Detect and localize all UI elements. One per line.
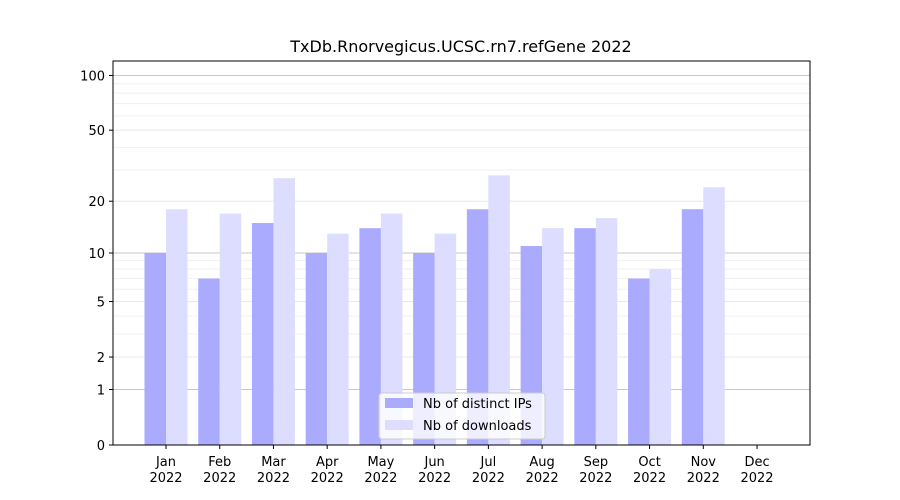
bar-downloads (327, 233, 349, 445)
bar-downloads (488, 175, 510, 445)
x-tick-label-month: Jun (423, 455, 444, 470)
y-tick-label: 2 (97, 351, 105, 366)
y-axis: 0 1 2 5 10 20 50 100 (80, 69, 113, 454)
y-tick-label: 5 (97, 296, 105, 311)
bar-distinct-ips (198, 278, 220, 445)
x-tick-label-year: 2022 (257, 471, 290, 486)
y-tick-label: 50 (88, 124, 105, 139)
x-axis: Jan2022Feb2022Mar2022Apr2022May2022Jun20… (149, 445, 774, 486)
bar-distinct-ips (466, 209, 489, 445)
bar-distinct-ips (574, 228, 596, 445)
bar-downloads (434, 233, 457, 445)
bar-downloads (542, 228, 564, 445)
bar-distinct-ips (628, 278, 650, 445)
x-tick-label-year: 2022 (472, 471, 505, 486)
y-tick-label: 100 (80, 69, 105, 84)
legend-box (378, 392, 546, 440)
x-tick-label-month: Jan (155, 455, 176, 470)
chart-title: TxDb.Rnorvegicus.UCSC.rn7.refGene 2022 (289, 37, 631, 56)
x-tick-label-month: Oct (638, 455, 660, 470)
bar-downloads (703, 187, 725, 445)
bar-distinct-ips (681, 209, 704, 445)
x-tick-label-year: 2022 (149, 471, 182, 486)
legend-swatch-ips (385, 398, 413, 408)
x-tick-label-month: Jul (480, 455, 497, 470)
x-tick-label-year: 2022 (740, 471, 773, 486)
x-tick-label-month: Mar (261, 455, 286, 470)
bar-distinct-ips (251, 222, 274, 445)
bars (144, 175, 725, 446)
bar-downloads (380, 213, 403, 445)
bar-downloads (166, 209, 188, 445)
x-tick-label-year: 2022 (633, 471, 666, 486)
x-tick-label-month: Aug (529, 455, 554, 470)
y-tick-label: 20 (88, 195, 105, 210)
x-tick-label-year: 2022 (311, 471, 344, 486)
bar-downloads (649, 269, 672, 445)
legend: Nb of distinct IPs Nb of downloads (378, 392, 546, 440)
x-tick-label-year: 2022 (687, 471, 720, 486)
bar-downloads (219, 213, 242, 445)
bar-distinct-ips (305, 253, 328, 445)
y-tick-label: 0 (97, 439, 105, 454)
x-tick-label-month: Nov (691, 455, 717, 470)
bar-downloads (595, 218, 618, 445)
x-tick-label-month: Sep (584, 455, 609, 470)
legend-swatch-downloads (385, 420, 413, 430)
x-tick-label-month: Feb (208, 455, 231, 470)
bar-distinct-ips (359, 228, 381, 445)
x-tick-label-year: 2022 (203, 471, 236, 486)
x-tick-label-month: Dec (744, 455, 769, 470)
x-tick-label-month: May (367, 455, 394, 470)
x-tick-label-month: Apr (316, 455, 339, 470)
y-tick-label: 10 (88, 247, 105, 262)
legend-label-ips: Nb of distinct IPs (423, 397, 532, 412)
x-tick-label-year: 2022 (526, 471, 559, 486)
x-tick-label-year: 2022 (418, 471, 451, 486)
y-tick-label: 1 (97, 383, 105, 398)
legend-label-downloads: Nb of downloads (423, 419, 532, 434)
x-tick-label-year: 2022 (364, 471, 397, 486)
bar-distinct-ips (144, 253, 166, 445)
x-tick-label-year: 2022 (579, 471, 612, 486)
bar-downloads (273, 178, 295, 446)
